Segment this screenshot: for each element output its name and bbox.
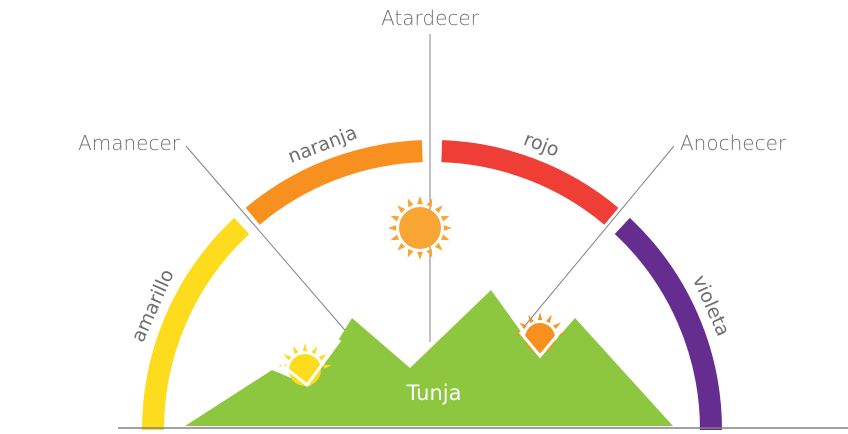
right-label: Anochecer xyxy=(680,131,787,155)
sun-ray xyxy=(440,215,450,222)
sun-ray xyxy=(434,242,443,251)
sun-ray xyxy=(528,314,534,323)
notch-edge xyxy=(281,339,342,388)
sun-disc xyxy=(525,323,555,353)
sun-ray xyxy=(302,343,308,352)
sun xyxy=(388,196,452,260)
small-suns xyxy=(278,312,567,388)
top-label: Atardecer xyxy=(381,6,480,30)
sun-ray xyxy=(323,364,332,369)
sun-ray xyxy=(426,248,433,258)
sun-disc xyxy=(399,207,441,249)
sun-ray xyxy=(292,345,299,355)
sun-ray xyxy=(443,225,452,231)
arc-segment xyxy=(245,140,423,225)
left-label: Amanecer xyxy=(78,131,181,155)
sun-ray xyxy=(390,215,400,222)
mountains xyxy=(185,290,673,426)
sun-ray xyxy=(390,234,400,241)
pointer-line xyxy=(185,145,351,337)
sun-ray xyxy=(388,225,397,231)
sun-ray xyxy=(311,345,318,355)
sun-ray xyxy=(553,322,561,330)
sun-ray xyxy=(397,242,406,251)
arc-segment xyxy=(142,217,250,431)
sun-ray xyxy=(407,198,414,208)
sun-ray xyxy=(417,251,423,260)
sun-ray xyxy=(318,353,327,361)
sun-ray xyxy=(407,248,414,258)
place-label: Tunja xyxy=(406,381,462,405)
notch-edge xyxy=(518,325,567,359)
sun-ray xyxy=(397,205,406,214)
arc-segment xyxy=(441,140,619,225)
sun-ray xyxy=(283,353,292,361)
sun-ray xyxy=(417,196,423,205)
pointer-line xyxy=(522,145,675,329)
sun-ray xyxy=(519,322,527,330)
sun-ray xyxy=(440,234,450,241)
arc-segment xyxy=(614,217,722,431)
sun-ray xyxy=(537,312,543,321)
sun-ray xyxy=(546,314,552,323)
sun-ray xyxy=(426,198,433,208)
sun-ray xyxy=(434,205,443,214)
